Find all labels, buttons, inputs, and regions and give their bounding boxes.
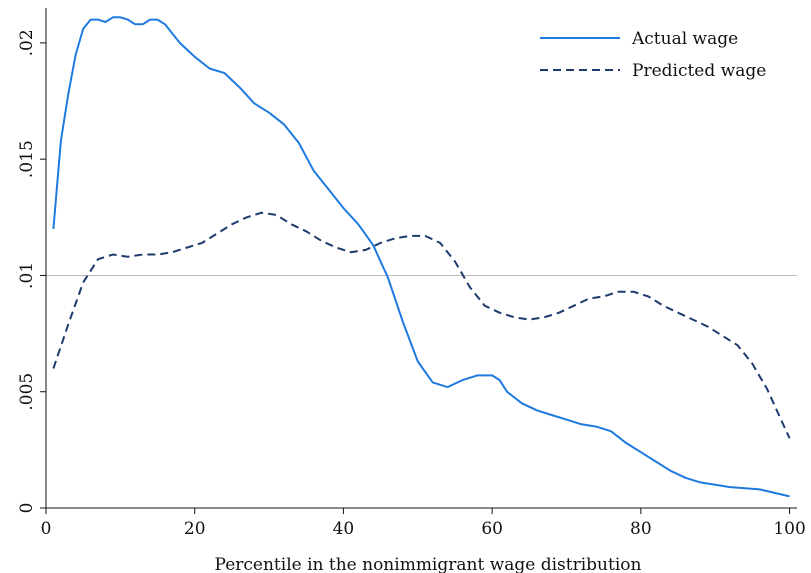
x-tick-label: 80	[630, 519, 652, 539]
y-tick-label: .005	[17, 373, 37, 411]
y-tick-label: .01	[17, 262, 37, 289]
x-tick-label: 40	[333, 519, 355, 539]
x-tick-label: 100	[773, 519, 805, 539]
series-line-predicted-wage	[52, 211, 791, 439]
x-tick-label: 0	[41, 519, 52, 539]
legend: Actual wage Predicted wage	[540, 29, 766, 81]
y-tick-label: .02	[17, 29, 37, 56]
plot-area	[46, 16, 797, 498]
y-axis: 0 .005 .01 .015 .02	[17, 8, 47, 513]
legend-label-actual: Actual wage	[631, 29, 738, 49]
legend-label-predicted: Predicted wage	[632, 61, 766, 81]
y-tick-label: .015	[17, 140, 37, 178]
x-ticks: 0 20 40 60 80 100	[41, 508, 806, 539]
series-layer	[52, 16, 791, 498]
x-tick-label: 20	[184, 519, 206, 539]
series-line-actual-wage	[52, 16, 790, 498]
y-ticks: 0 .005 .01 .015 .02	[17, 29, 46, 513]
x-tick-label: 60	[481, 519, 503, 539]
x-axis: 0 20 40 60 80 100 Percentile in the nonimmigr…	[41, 507, 806, 573]
y-tick-label: 0	[17, 503, 37, 514]
x-axis-title: Percentile in the nonimmigrant wage dist…	[215, 555, 642, 573]
